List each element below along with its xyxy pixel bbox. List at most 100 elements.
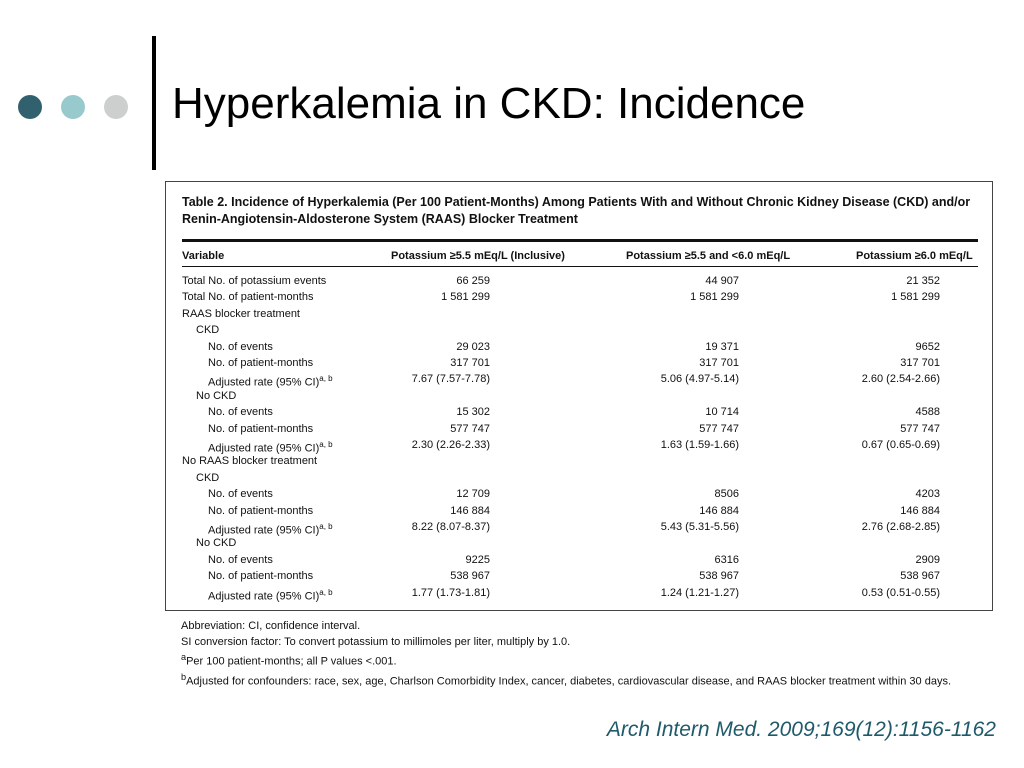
cell-v3: 0.53 (0.51-0.55) <box>861 586 940 599</box>
row-label: No. of events <box>208 486 273 502</box>
table-row: No. of patient-months 146 884 146 884 146 8… <box>166 503 992 519</box>
cell-v2: 10 714 <box>705 406 739 419</box>
table-row: No CKD <box>166 388 992 404</box>
row-label-text: RAAS blocker treatment <box>182 307 300 320</box>
cell-v1: 1.77 (1.73-1.81) <box>411 586 490 599</box>
row-label-text: No. of events <box>208 340 273 353</box>
row-label-text: Adjusted rate (95% CI) <box>208 442 320 455</box>
table-row: CKD <box>166 470 992 486</box>
row-label-text: No. of patient-months <box>208 570 314 583</box>
cell-v1: 317 701 <box>450 357 490 369</box>
row-label-footnote-marker: a, b <box>319 440 333 449</box>
row-label-text: Total No. of patient-months <box>182 291 314 304</box>
table-row: No. of patient-months 317 701 317 701 317 7… <box>166 355 992 371</box>
table-row: Adjusted rate (95% CI)a, b 8.22 (8.07-8.3… <box>166 519 992 537</box>
table-footnotes: Abbreviation: CI, confidence interval. S… <box>181 619 1001 690</box>
row-label: No. of patient-months <box>208 568 313 584</box>
bullet-dot-light <box>104 95 128 119</box>
column-header-variable: Variable <box>182 250 225 262</box>
row-label: No CKD <box>196 535 236 551</box>
table-row: No. of patient-months 538 967 538 967 538 9… <box>166 568 992 584</box>
column-header-k-5-5-to-6: Potassium ≥5.5 and <6.0 mEq/L <box>626 250 791 262</box>
row-label: No. of patient-months <box>208 503 313 519</box>
table-header-rule <box>182 266 978 267</box>
table-row: RAAS blocker treatment <box>166 306 992 322</box>
cell-v3: 2.60 (2.54-2.66) <box>861 373 940 386</box>
cell-v3: 1 581 299 <box>891 291 940 304</box>
footnote-abbreviation: Abbreviation: CI, confidence interval. <box>181 620 361 632</box>
cell-v3: 2909 <box>915 553 940 566</box>
row-label-text: Total No. of potassium events <box>182 275 327 287</box>
table-row: Total No. of potassium events 66 259 44 90… <box>166 273 992 289</box>
cell-v1: 9225 <box>465 553 490 566</box>
cell-v1: 15 302 <box>456 406 490 419</box>
table-top-rule <box>182 239 978 242</box>
row-label: No. of events <box>208 552 273 568</box>
cell-v1: 12 709 <box>456 488 490 501</box>
footnote-a-text: Per 100 patient-months; all P values <.0… <box>186 655 397 668</box>
table-row: CKD <box>166 322 992 338</box>
cell-v2: 146 884 <box>699 504 739 517</box>
cell-v2: 1.24 (1.21-1.27) <box>660 586 739 599</box>
footnote-b: bAdjusted for confounders: race, sex, ag… <box>181 670 1001 690</box>
row-label: No CKD <box>196 388 236 404</box>
table-row: Adjusted rate (95% CI)a, b 1.77 (1.73-1.8… <box>166 585 992 603</box>
row-label: Total No. of potassium events <box>182 273 326 289</box>
table-row: No. of events 12 709 8506 4203 <box>166 486 992 502</box>
row-label-text: CKD <box>196 324 220 337</box>
table-row: Adjusted rate (95% CI)a, b 2.30 (2.26-2.3… <box>166 437 992 455</box>
footnote-a: aPer 100 patient-months; all P values <.… <box>181 650 1001 670</box>
row-label: No. of patient-months <box>208 421 313 437</box>
cell-v1: 1 581 299 <box>441 291 490 304</box>
table-figure: Table 2. Incidence of Hyperkalemia (Per … <box>165 181 993 611</box>
cell-v3: 4588 <box>915 406 940 419</box>
row-label: Adjusted rate (95% CI)a, b <box>208 585 333 605</box>
footnote-a-marker: a <box>181 652 187 662</box>
cell-v2: 1 581 299 <box>690 291 739 304</box>
row-label-text: No. of events <box>208 406 273 419</box>
cell-v2: 44 907 <box>705 275 739 287</box>
row-label: Adjusted rate (95% CI)a, b <box>208 519 333 539</box>
cell-v1: 2.30 (2.26-2.33) <box>411 439 490 451</box>
cell-v3: 4203 <box>915 488 940 501</box>
row-label: RAAS blocker treatment <box>182 306 300 322</box>
cell-v2: 19 371 <box>705 340 739 353</box>
footnote-b-marker: b <box>181 672 187 683</box>
table-row: Adjusted rate (95% CI)a, b 7.67 (7.57-7.7… <box>166 371 992 390</box>
row-label-footnote-marker: a, b <box>319 587 333 597</box>
row-label-text: CKD <box>196 471 220 484</box>
row-label-text: No. of patient-months <box>208 504 314 517</box>
footnote-b-text: Adjusted for confounders: race, sex, age… <box>186 675 951 688</box>
table-row: Total No. of patient-months 1 581 299 1 58… <box>166 289 992 305</box>
cell-v2: 5.43 (5.31-5.56) <box>660 521 739 533</box>
column-header-k-6-plus: Potassium ≥6.0 mEq/L <box>856 250 973 262</box>
cell-v2: 577 747 <box>699 422 739 435</box>
row-label-text: No. of patient-months <box>208 357 314 369</box>
table-row: No. of events 9225 6316 2909 <box>166 552 992 568</box>
row-label: No. of patient-months <box>208 355 313 371</box>
row-label-text: Adjusted rate (95% CI) <box>208 524 320 537</box>
cell-v3: 21 352 <box>906 275 940 287</box>
row-label-footnote-marker: a, b <box>319 522 333 531</box>
table-row: No RAAS blocker treatment <box>166 453 992 469</box>
row-label-text: No CKD <box>196 537 237 550</box>
row-label: Total No. of patient-months <box>182 289 313 305</box>
cell-v2: 538 967 <box>699 570 739 583</box>
row-label: Adjusted rate (95% CI)a, b <box>208 437 333 457</box>
cell-v3: 0.67 (0.65-0.69) <box>861 439 940 451</box>
row-label-text: Adjusted rate (95% CI) <box>208 377 320 390</box>
row-label: CKD <box>196 470 219 486</box>
row-label-text: Adjusted rate (95% CI) <box>208 590 320 603</box>
row-label-text: No. of patient-months <box>208 422 314 435</box>
cell-v2: 8506 <box>714 488 739 501</box>
cell-v1: 29 023 <box>456 340 490 353</box>
cell-v2: 6316 <box>714 553 739 566</box>
bullet-dot-mid <box>61 95 85 119</box>
row-label: No RAAS blocker treatment <box>182 453 317 469</box>
table-row: No. of events 29 023 19 371 9652 <box>166 339 992 355</box>
cell-v1: 66 259 <box>456 275 490 287</box>
footnote-si-conversion: SI conversion factor: To convert potassi… <box>181 635 571 648</box>
cell-v1: 146 884 <box>450 504 490 517</box>
cell-v3: 538 967 <box>900 570 940 583</box>
cell-v1: 577 747 <box>450 422 490 435</box>
